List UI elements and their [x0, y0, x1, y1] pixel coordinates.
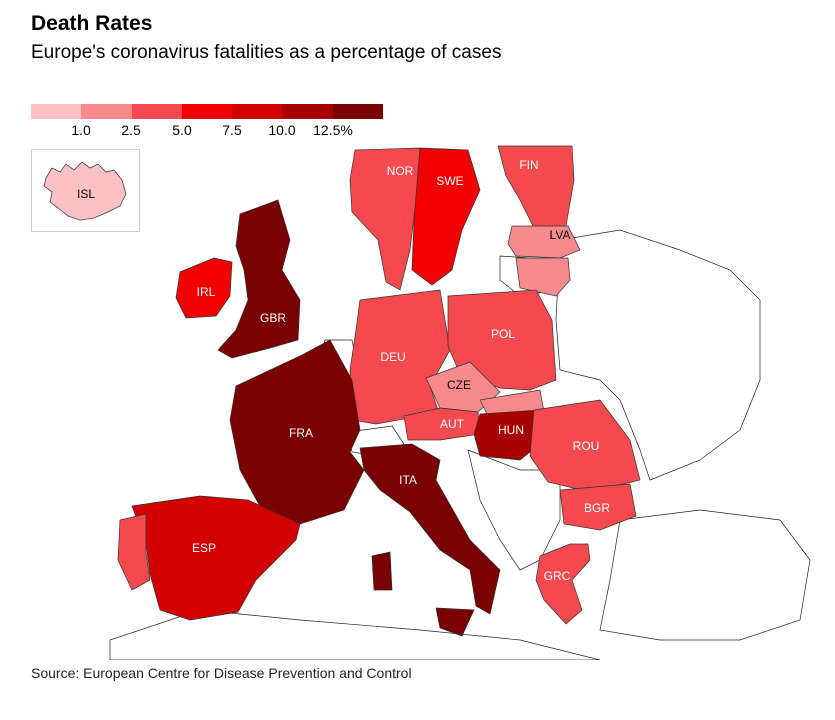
chart-title: Death Rates	[31, 12, 153, 35]
country-other-east	[555, 229, 761, 481]
legend-swatch-3	[131, 104, 182, 119]
legend-swatch-1	[31, 104, 82, 119]
europe-map: NOR SWE FIN LVA IRL GBR DEU POL CZE AUT …	[109, 145, 811, 660]
country-bgr	[559, 483, 637, 531]
legend-tick: 5.0	[172, 122, 192, 138]
country-irl	[175, 257, 233, 319]
country-label-lva: LVA	[550, 228, 571, 242]
country-label-isl: ISL	[77, 187, 95, 201]
country-label-pol: POL	[491, 327, 515, 341]
country-esp	[131, 495, 301, 621]
legend-tick: 10.0	[268, 122, 296, 138]
country-isl	[43, 161, 127, 221]
legend-swatch-7	[332, 104, 383, 119]
country-label-aut: AUT	[440, 417, 465, 431]
country-label-deu: DEU	[380, 350, 405, 364]
legend-ticks: 1.0 2.5 5.0 7.5 10.0 12.5%	[31, 119, 383, 139]
country-lva-south	[515, 257, 571, 297]
country-label-swe: SWE	[436, 174, 463, 188]
legend-swatch-2	[81, 104, 132, 119]
country-label-fin: FIN	[519, 158, 538, 172]
country-label-rou: ROU	[573, 439, 600, 453]
color-legend: 1.0 2.5 5.0 7.5 10.0 12.5%	[31, 104, 383, 144]
other-countries	[109, 229, 811, 660]
iceland-inset-map: ISL	[43, 161, 127, 221]
source-note: Source: European Centre for Disease Prev…	[31, 665, 412, 681]
country-label-ita: ITA	[399, 473, 417, 487]
iceland-inset: ISL	[31, 149, 140, 232]
country-label-nor: NOR	[387, 164, 414, 178]
country-label-grc: GRC	[544, 569, 571, 583]
legend-swatch-6	[282, 104, 333, 119]
country-grc	[535, 543, 591, 625]
legend-tick: 12.5%	[313, 122, 353, 138]
country-label-esp: ESP	[192, 541, 216, 555]
data-countries	[117, 145, 641, 637]
country-ita	[359, 443, 501, 615]
legend-swatch-4	[181, 104, 233, 119]
chart-subtitle: Europe's coronavirus fatalities as a per…	[31, 42, 502, 63]
country-ita-sicily	[435, 607, 475, 637]
country-other-turkey	[599, 509, 811, 641]
country-swe	[411, 147, 481, 286]
country-pol	[447, 289, 557, 391]
country-gbr	[217, 199, 301, 359]
country-label-bgr: BGR	[584, 501, 610, 515]
country-label-irl: IRL	[197, 285, 216, 299]
country-label-hun: HUN	[498, 423, 524, 437]
legend-swatch-5	[232, 104, 283, 119]
legend-color-bar	[31, 104, 383, 119]
country-label-fra: FRA	[289, 426, 313, 440]
country-ita-sardinia	[371, 551, 393, 591]
country-prt	[117, 513, 151, 591]
country-labels: NOR SWE FIN LVA IRL GBR DEU POL CZE AUT …	[192, 158, 610, 583]
legend-tick: 7.5	[222, 122, 242, 138]
country-label-cze: CZE	[447, 378, 471, 392]
legend-tick: 2.5	[121, 122, 141, 138]
country-label-gbr: GBR	[260, 311, 286, 325]
legend-tick: 1.0	[71, 122, 91, 138]
